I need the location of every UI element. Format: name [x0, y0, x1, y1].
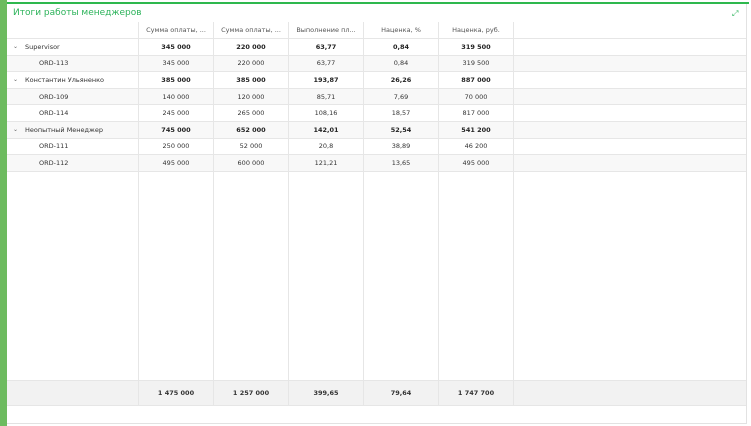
cell: 265 000 — [214, 105, 289, 121]
cell: 70 000 — [439, 88, 514, 105]
column-header[interactable]: Сумма оплаты, ... — [139, 22, 214, 38]
top-accent-line — [7, 2, 749, 4]
group-row[interactable]: ⌄ Неопытный Менеджер 745 000 652 000 142,01 5… — [7, 121, 746, 139]
cell: 38,89 — [364, 138, 439, 155]
cell: 121,21 — [289, 155, 364, 171]
cell: 13,65 — [364, 155, 439, 171]
table-row[interactable]: ORD-113 345 000 220 000 63,77 0,84 319 500 — [7, 55, 746, 73]
group-row[interactable]: ⌄ Константин Ульяненко 385 000 385 000 193,8… — [7, 72, 746, 89]
cell: 745 000 — [139, 121, 214, 138]
total-cell: 1 747 700 — [439, 380, 514, 405]
cell: 817 000 — [439, 105, 514, 121]
chevron-down-icon[interactable]: ⌄ — [13, 43, 19, 51]
cell: 140 000 — [139, 88, 214, 105]
row-label: Supervisor — [25, 42, 60, 51]
cell: 345 000 — [139, 39, 214, 55]
column-header-name[interactable] — [7, 22, 139, 38]
row-label: ORD-113 — [39, 59, 69, 68]
left-accent-bar — [0, 0, 7, 426]
column-header[interactable]: Наценка, руб. — [439, 22, 514, 38]
cell: 18,57 — [364, 105, 439, 121]
cell: 0,84 — [364, 55, 439, 72]
panel-title: Итоги работы менеджеров — [13, 8, 142, 18]
row-label: Неопытный Менеджер — [25, 125, 104, 134]
group-row[interactable]: ⌄ Supervisor 345 000 220 000 63,77 0,84 319 50… — [7, 39, 746, 56]
table-row[interactable]: ORD-114 245 000 265 000 108,16 18,57 817 000 — [7, 105, 746, 122]
cell: 7,69 — [364, 88, 439, 105]
row-label: Константин Ульяненко — [25, 75, 105, 84]
expand-icon[interactable]: ⤢ — [732, 9, 739, 18]
column-header[interactable]: Сумма оплаты, ... — [214, 22, 289, 38]
cell: 20,8 — [289, 138, 364, 155]
total-cell: 1 257 000 — [214, 380, 289, 405]
cell: 652 000 — [214, 121, 289, 138]
cell: 120 000 — [214, 88, 289, 105]
cell: 46 200 — [439, 138, 514, 155]
cell: 385 000 — [139, 72, 214, 88]
total-cell: 399,65 — [289, 380, 364, 405]
table-row[interactable]: ORD-111 250 000 52 000 20,8 38,89 46 200 — [7, 138, 746, 156]
empty-area — [7, 171, 746, 381]
row-label: ORD-109 — [39, 92, 69, 101]
cell: 26,26 — [364, 72, 439, 88]
table-row[interactable]: ORD-112 495 000 600 000 121,21 13,65 495 000 — [7, 155, 746, 172]
cell: 63,77 — [289, 55, 364, 72]
cell: 52,54 — [364, 121, 439, 138]
table-row[interactable]: ORD-109 140 000 120 000 85,71 7,69 70 000 — [7, 88, 746, 106]
cell: 108,16 — [289, 105, 364, 121]
cell: 319 500 — [439, 39, 514, 55]
cell: 495 000 — [439, 155, 514, 171]
row-label: ORD-114 — [39, 109, 69, 118]
total-cell: 79,64 — [364, 380, 439, 405]
total-cell: 1 475 000 — [139, 380, 214, 405]
cell: 495 000 — [139, 155, 214, 171]
cell: 52 000 — [214, 138, 289, 155]
column-header[interactable]: Выполнение пл... — [289, 22, 364, 38]
header-row: Сумма оплаты, ... Сумма оплаты, ... Выпо… — [7, 22, 746, 39]
row-label: ORD-111 — [39, 142, 69, 151]
column-header[interactable]: Наценка, % — [364, 22, 439, 38]
cell: 63,77 — [289, 39, 364, 55]
cell: 250 000 — [139, 138, 214, 155]
cell: 220 000 — [214, 55, 289, 72]
cell: 541 200 — [439, 121, 514, 138]
cell: 600 000 — [214, 155, 289, 171]
cell: 220 000 — [214, 39, 289, 55]
totals-row: 1 475 000 1 257 000 399,65 79,64 1 747 7… — [7, 380, 746, 406]
cell: 245 000 — [139, 105, 214, 121]
cell: 887 000 — [439, 72, 514, 88]
cell: 0,84 — [364, 39, 439, 55]
row-label: ORD-112 — [39, 158, 69, 167]
cell: 345 000 — [139, 55, 214, 72]
chevron-down-icon[interactable]: ⌄ — [13, 76, 19, 84]
pivot-grid: Сумма оплаты, ... Сумма оплаты, ... Выпо… — [7, 22, 746, 406]
managers-report-panel: Итоги работы менеджеров ⤢ Сумма оплаты, … — [7, 4, 747, 424]
cell: 142,01 — [289, 121, 364, 138]
chevron-down-icon[interactable]: ⌄ — [13, 126, 19, 134]
cell: 385 000 — [214, 72, 289, 88]
cell: 193,87 — [289, 72, 364, 88]
cell: 85,71 — [289, 88, 364, 105]
cell: 319 500 — [439, 55, 514, 72]
